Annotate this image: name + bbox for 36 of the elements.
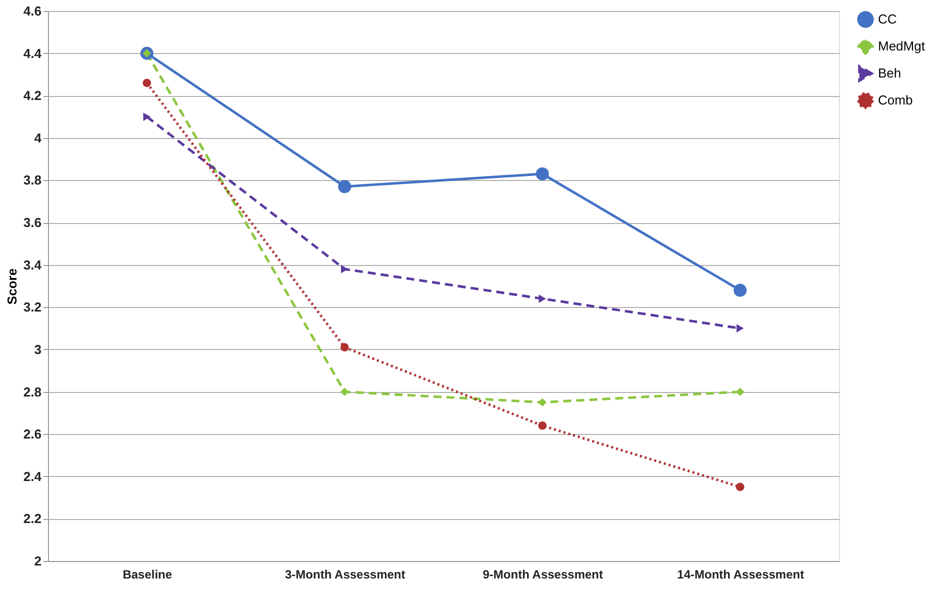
point xyxy=(538,421,547,430)
y-tick-label: 3 xyxy=(34,342,42,357)
y-tick-label: 2 xyxy=(34,554,42,568)
legend-label: Beh xyxy=(878,66,902,80)
legend-label: MedMgt xyxy=(878,38,926,54)
y-tick-label: 4 xyxy=(34,130,42,146)
y-tick-label: 3.6 xyxy=(23,215,42,230)
point xyxy=(538,398,547,407)
y-axis-title: Score xyxy=(4,268,20,305)
point xyxy=(538,294,546,303)
point xyxy=(142,78,152,88)
legend-label: CC xyxy=(878,12,897,26)
point xyxy=(736,388,744,396)
y-tick-label: 3.4 xyxy=(23,257,42,272)
point xyxy=(734,284,747,297)
x-tick-label: 14-Month Assessment xyxy=(677,568,804,582)
y-tick-label: 4.6 xyxy=(23,4,42,18)
y-tick-label: 2.2 xyxy=(23,511,42,526)
y-tick-label: 3.2 xyxy=(23,300,42,315)
point xyxy=(736,482,744,492)
y-tick-label: 2.8 xyxy=(23,384,42,400)
point xyxy=(736,324,744,332)
point xyxy=(340,343,349,352)
y-tick-label: 4.2 xyxy=(23,88,42,104)
point xyxy=(340,388,349,396)
point xyxy=(536,167,549,180)
y-tick-label: 3.8 xyxy=(23,172,42,188)
point xyxy=(143,112,150,121)
legend-label: Comb xyxy=(878,92,913,108)
point xyxy=(338,180,352,194)
y-tick-label: 2.6 xyxy=(23,426,42,442)
x-tick-label: Baseline xyxy=(122,568,172,582)
x-tick-label: 3-Month Assessment xyxy=(285,568,406,582)
x-tick-label: 9-Month Assessment xyxy=(482,568,603,582)
y-tick-label: 4.4 xyxy=(23,46,42,61)
y-tick-label: 2.4 xyxy=(23,468,42,484)
